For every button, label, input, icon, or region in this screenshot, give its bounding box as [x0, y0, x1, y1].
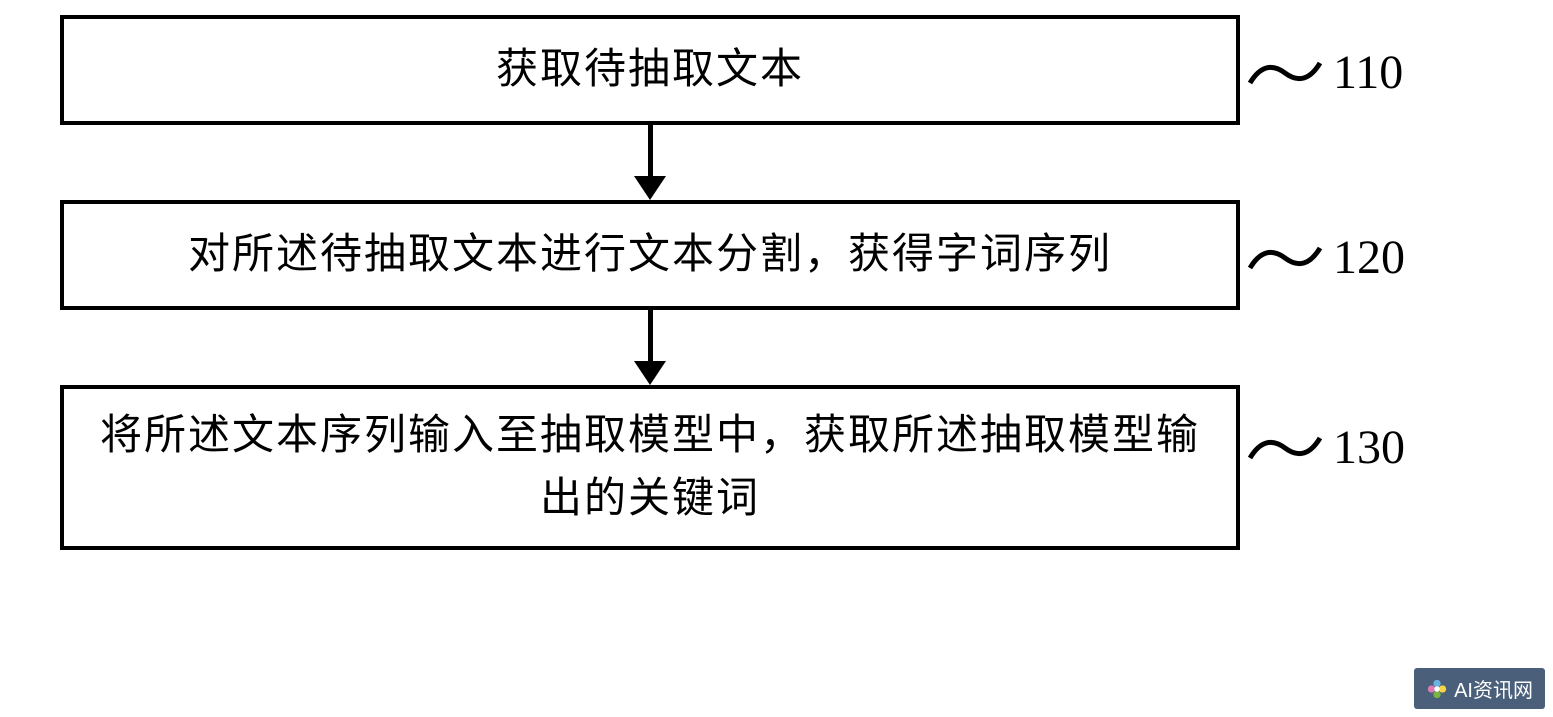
flowchart-arrow — [60, 310, 1240, 385]
step-text: 将所述文本序列输入至抽取模型中，获取所述抽取模型输出的关键词 — [94, 405, 1206, 531]
step-number: 130 — [1333, 420, 1405, 475]
arrow-head-icon — [634, 176, 666, 200]
flower-icon — [1426, 678, 1448, 700]
arrow-head-icon — [634, 361, 666, 385]
arrow-line — [648, 310, 653, 365]
step-label-130: 130 — [1245, 420, 1405, 475]
flowchart-step-110: 获取待抽取文本 — [60, 15, 1240, 125]
watermark-text: AI资讯网 — [1454, 674, 1533, 703]
flowchart-step-130: 将所述文本序列输入至抽取模型中，获取所述抽取模型输出的关键词 — [60, 385, 1240, 550]
tilde-icon — [1245, 48, 1325, 98]
flowchart-step-120: 对所述待抽取文本进行文本分割，获得字词序列 — [60, 200, 1240, 310]
arrow-line — [648, 125, 653, 180]
tilde-icon — [1245, 233, 1325, 283]
step-label-120: 120 — [1245, 230, 1405, 285]
step-text: 对所述待抽取文本进行文本分割，获得字词序列 — [188, 224, 1112, 287]
step-label-110: 110 — [1245, 45, 1403, 100]
step-number: 110 — [1333, 45, 1403, 100]
flowchart-arrow — [60, 125, 1240, 200]
watermark-badge: AI资讯网 — [1414, 668, 1545, 709]
step-text: 获取待抽取文本 — [496, 39, 804, 102]
tilde-icon — [1245, 423, 1325, 473]
step-number: 120 — [1333, 230, 1405, 285]
